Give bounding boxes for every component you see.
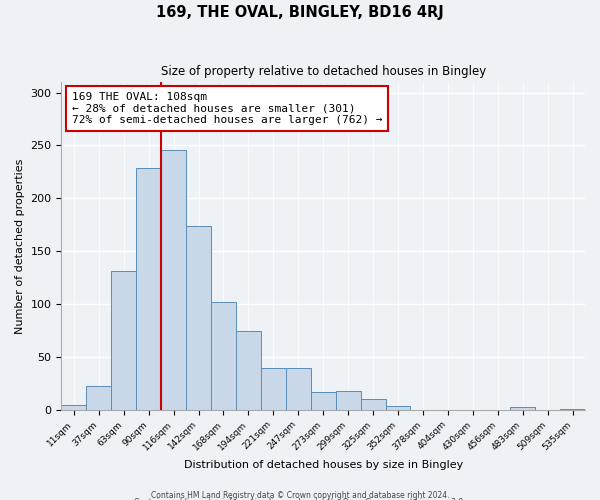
Bar <box>86 386 111 410</box>
Bar <box>560 409 585 410</box>
Bar <box>510 406 535 410</box>
Text: Contains public sector information licensed under the Open Government Licence v3: Contains public sector information licen… <box>134 498 466 500</box>
Bar <box>261 368 286 410</box>
Bar <box>335 391 361 410</box>
Bar <box>211 302 236 410</box>
Bar <box>136 168 161 410</box>
Text: Contains HM Land Registry data © Crown copyright and database right 2024.: Contains HM Land Registry data © Crown c… <box>151 490 449 500</box>
Bar <box>61 404 86 410</box>
Bar <box>361 400 386 410</box>
Text: 169, THE OVAL, BINGLEY, BD16 4RJ: 169, THE OVAL, BINGLEY, BD16 4RJ <box>156 5 444 20</box>
Y-axis label: Number of detached properties: Number of detached properties <box>15 158 25 334</box>
Bar <box>236 330 261 410</box>
Text: 169 THE OVAL: 108sqm
← 28% of detached houses are smaller (301)
72% of semi-deta: 169 THE OVAL: 108sqm ← 28% of detached h… <box>72 92 382 125</box>
Bar <box>186 226 211 410</box>
Bar <box>386 406 410 410</box>
Bar <box>111 272 136 410</box>
X-axis label: Distribution of detached houses by size in Bingley: Distribution of detached houses by size … <box>184 460 463 470</box>
Bar <box>286 368 311 410</box>
Bar <box>311 392 335 410</box>
Bar <box>161 150 186 410</box>
Title: Size of property relative to detached houses in Bingley: Size of property relative to detached ho… <box>161 65 486 78</box>
